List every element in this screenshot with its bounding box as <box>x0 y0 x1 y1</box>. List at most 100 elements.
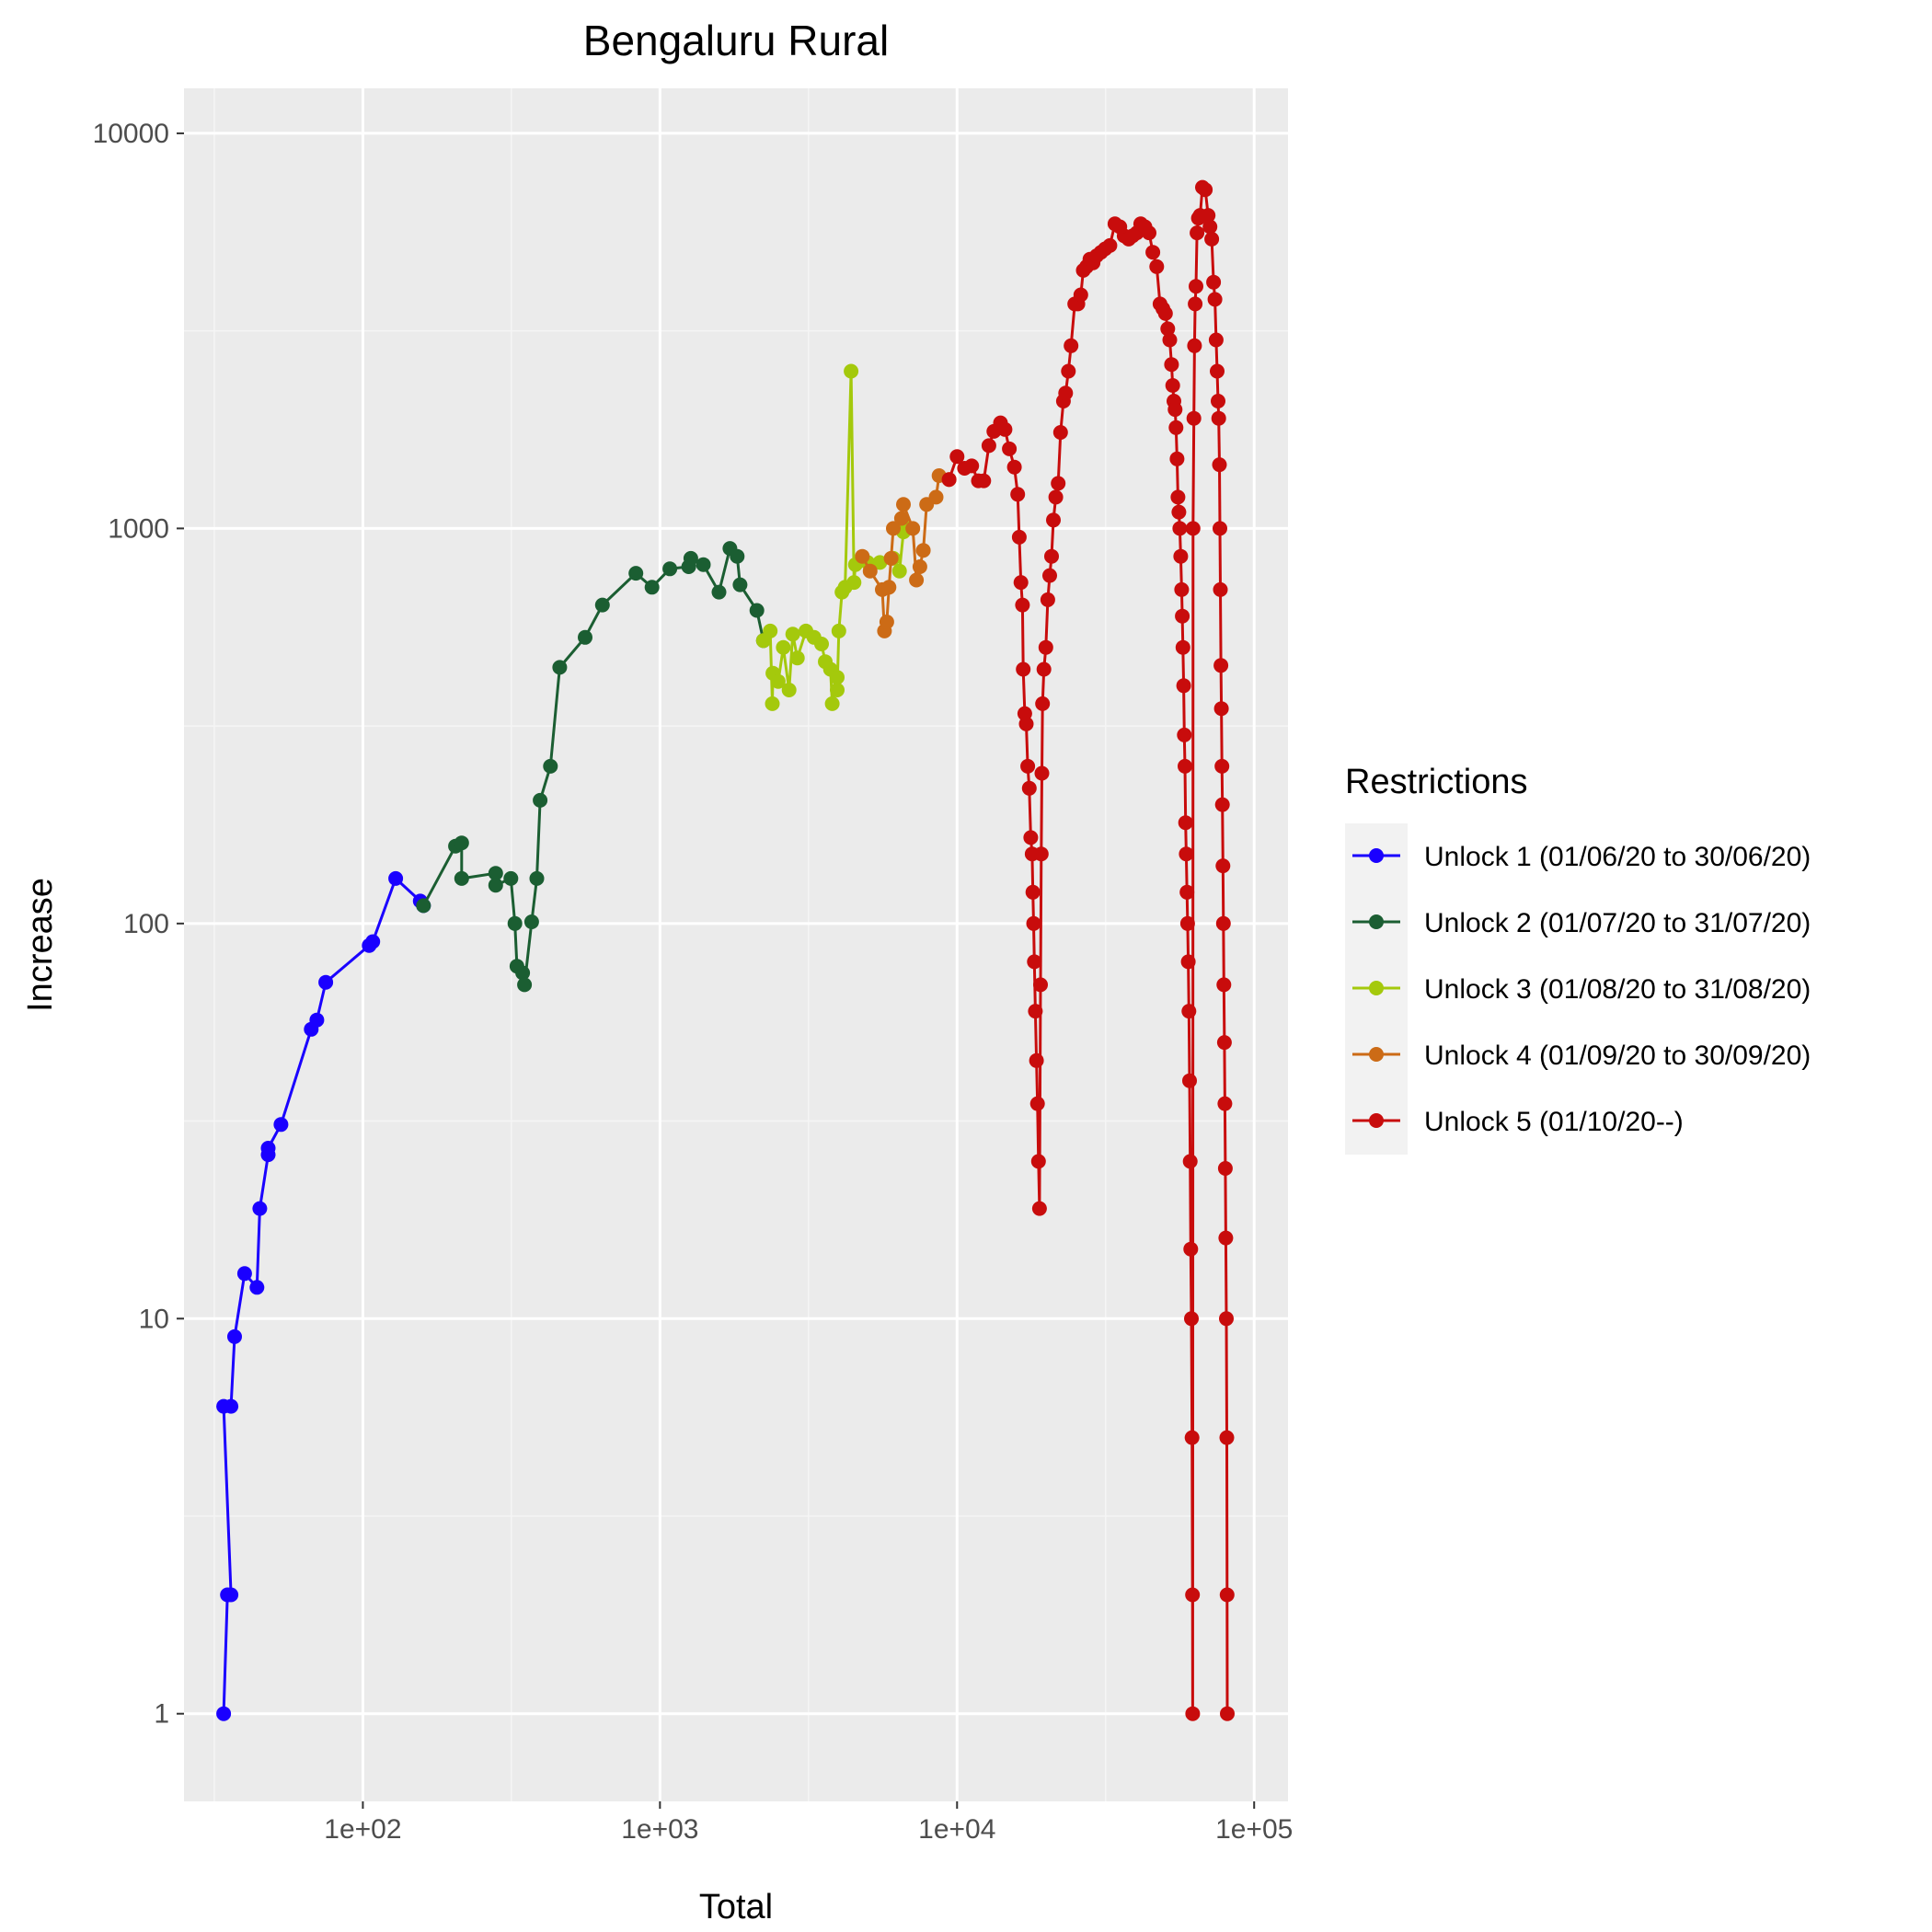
data-point <box>1220 1706 1235 1721</box>
data-point <box>928 489 944 505</box>
data-point <box>1142 225 1156 241</box>
data-point <box>224 1587 239 1603</box>
data-point <box>1027 954 1042 970</box>
data-point <box>915 543 931 558</box>
data-point <box>1018 716 1034 731</box>
data-point <box>831 623 846 638</box>
data-point <box>976 473 992 489</box>
data-point <box>1157 305 1173 321</box>
data-point <box>964 458 980 474</box>
data-point <box>1182 1154 1198 1169</box>
data-point <box>1216 1035 1232 1051</box>
data-point <box>249 1280 265 1295</box>
data-point <box>1184 1311 1199 1327</box>
data-point <box>1217 1096 1233 1111</box>
data-point <box>1175 639 1190 655</box>
data-point <box>416 898 431 914</box>
data-point <box>1213 521 1227 536</box>
legend-title: Restrictions <box>1345 763 1528 801</box>
data-point <box>1102 237 1118 253</box>
legend: Restrictions Unlock 1 (01/06/20 to 30/06… <box>1345 763 1811 1155</box>
data-point <box>1215 915 1231 931</box>
data-point <box>883 550 899 566</box>
data-point <box>1216 977 1232 993</box>
data-point <box>1213 701 1229 717</box>
data-point <box>1073 287 1088 303</box>
data-point <box>886 521 901 536</box>
data-point <box>517 977 533 993</box>
legend-item: Unlock 3 (01/08/20 to 31/08/20) <box>1352 974 1811 1005</box>
data-point <box>1164 357 1179 373</box>
data-point <box>1162 332 1178 348</box>
series-2 <box>416 541 771 993</box>
data-point <box>1190 225 1205 241</box>
data-point <box>1145 245 1161 260</box>
data-point <box>1025 884 1041 900</box>
data-point <box>1038 639 1053 655</box>
data-point <box>1174 581 1190 597</box>
x-axis-title: Total <box>699 1888 773 1926</box>
data-point <box>1189 279 1203 294</box>
data-point <box>941 472 957 488</box>
data-point <box>552 660 568 675</box>
x-tick-label: 1e+05 <box>1215 1814 1293 1845</box>
data-point <box>1040 592 1055 607</box>
legend-item: Unlock 5 (01/10/20--) <box>1352 1107 1684 1137</box>
data-point <box>1183 1241 1199 1257</box>
data-point <box>1207 292 1223 307</box>
data-point <box>1178 758 1192 774</box>
data-point <box>594 597 610 613</box>
data-point <box>1214 797 1230 812</box>
data-point <box>1187 338 1202 353</box>
data-point <box>981 438 996 454</box>
data-point <box>260 1141 276 1156</box>
data-point <box>881 580 897 595</box>
data-point <box>1033 977 1048 993</box>
data-point <box>1015 597 1030 613</box>
data-point <box>1160 321 1176 337</box>
data-point <box>1149 259 1165 274</box>
legend-label: Unlock 3 (01/08/20 to 31/08/20) <box>1424 974 1811 1005</box>
data-point <box>1061 363 1076 379</box>
data-point <box>365 934 381 949</box>
legend-key-point <box>1369 1047 1384 1062</box>
legend-key-point <box>1369 981 1384 995</box>
data-point <box>1171 504 1187 520</box>
data-point <box>1185 1706 1201 1721</box>
data-point <box>1046 512 1061 528</box>
data-point <box>252 1201 268 1216</box>
data-point <box>1013 575 1029 591</box>
series-layer <box>216 179 1235 1721</box>
data-point <box>1182 1073 1197 1088</box>
data-point <box>1211 394 1225 408</box>
data-point <box>949 449 965 465</box>
y-axis: 1 10 100 1000 10000 <box>93 119 184 1730</box>
data-point <box>1168 420 1184 435</box>
data-point <box>533 792 548 808</box>
y-tick-label: 10000 <box>93 119 169 149</box>
data-point <box>1212 457 1227 473</box>
data-point <box>454 835 469 851</box>
legend-label: Unlock 5 (01/10/20--) <box>1424 1107 1684 1137</box>
data-point <box>781 683 797 697</box>
data-point <box>776 639 791 655</box>
data-point <box>488 878 503 893</box>
data-point <box>763 623 778 638</box>
data-point <box>830 683 845 697</box>
data-point <box>309 1012 325 1028</box>
chart-title: Bengaluru Rural <box>583 17 889 64</box>
data-point <box>997 421 1013 437</box>
data-point <box>507 915 523 931</box>
data-point <box>844 363 859 379</box>
data-point <box>1033 846 1049 862</box>
data-point <box>1185 521 1201 536</box>
data-point <box>683 550 698 566</box>
data-point <box>1198 182 1213 198</box>
data-point <box>789 650 805 666</box>
data-point <box>1217 1161 1233 1176</box>
data-point <box>662 561 678 577</box>
data-point <box>1006 459 1022 475</box>
data-point <box>1178 815 1193 831</box>
data-point <box>1218 1230 1234 1246</box>
data-point <box>1026 915 1041 931</box>
